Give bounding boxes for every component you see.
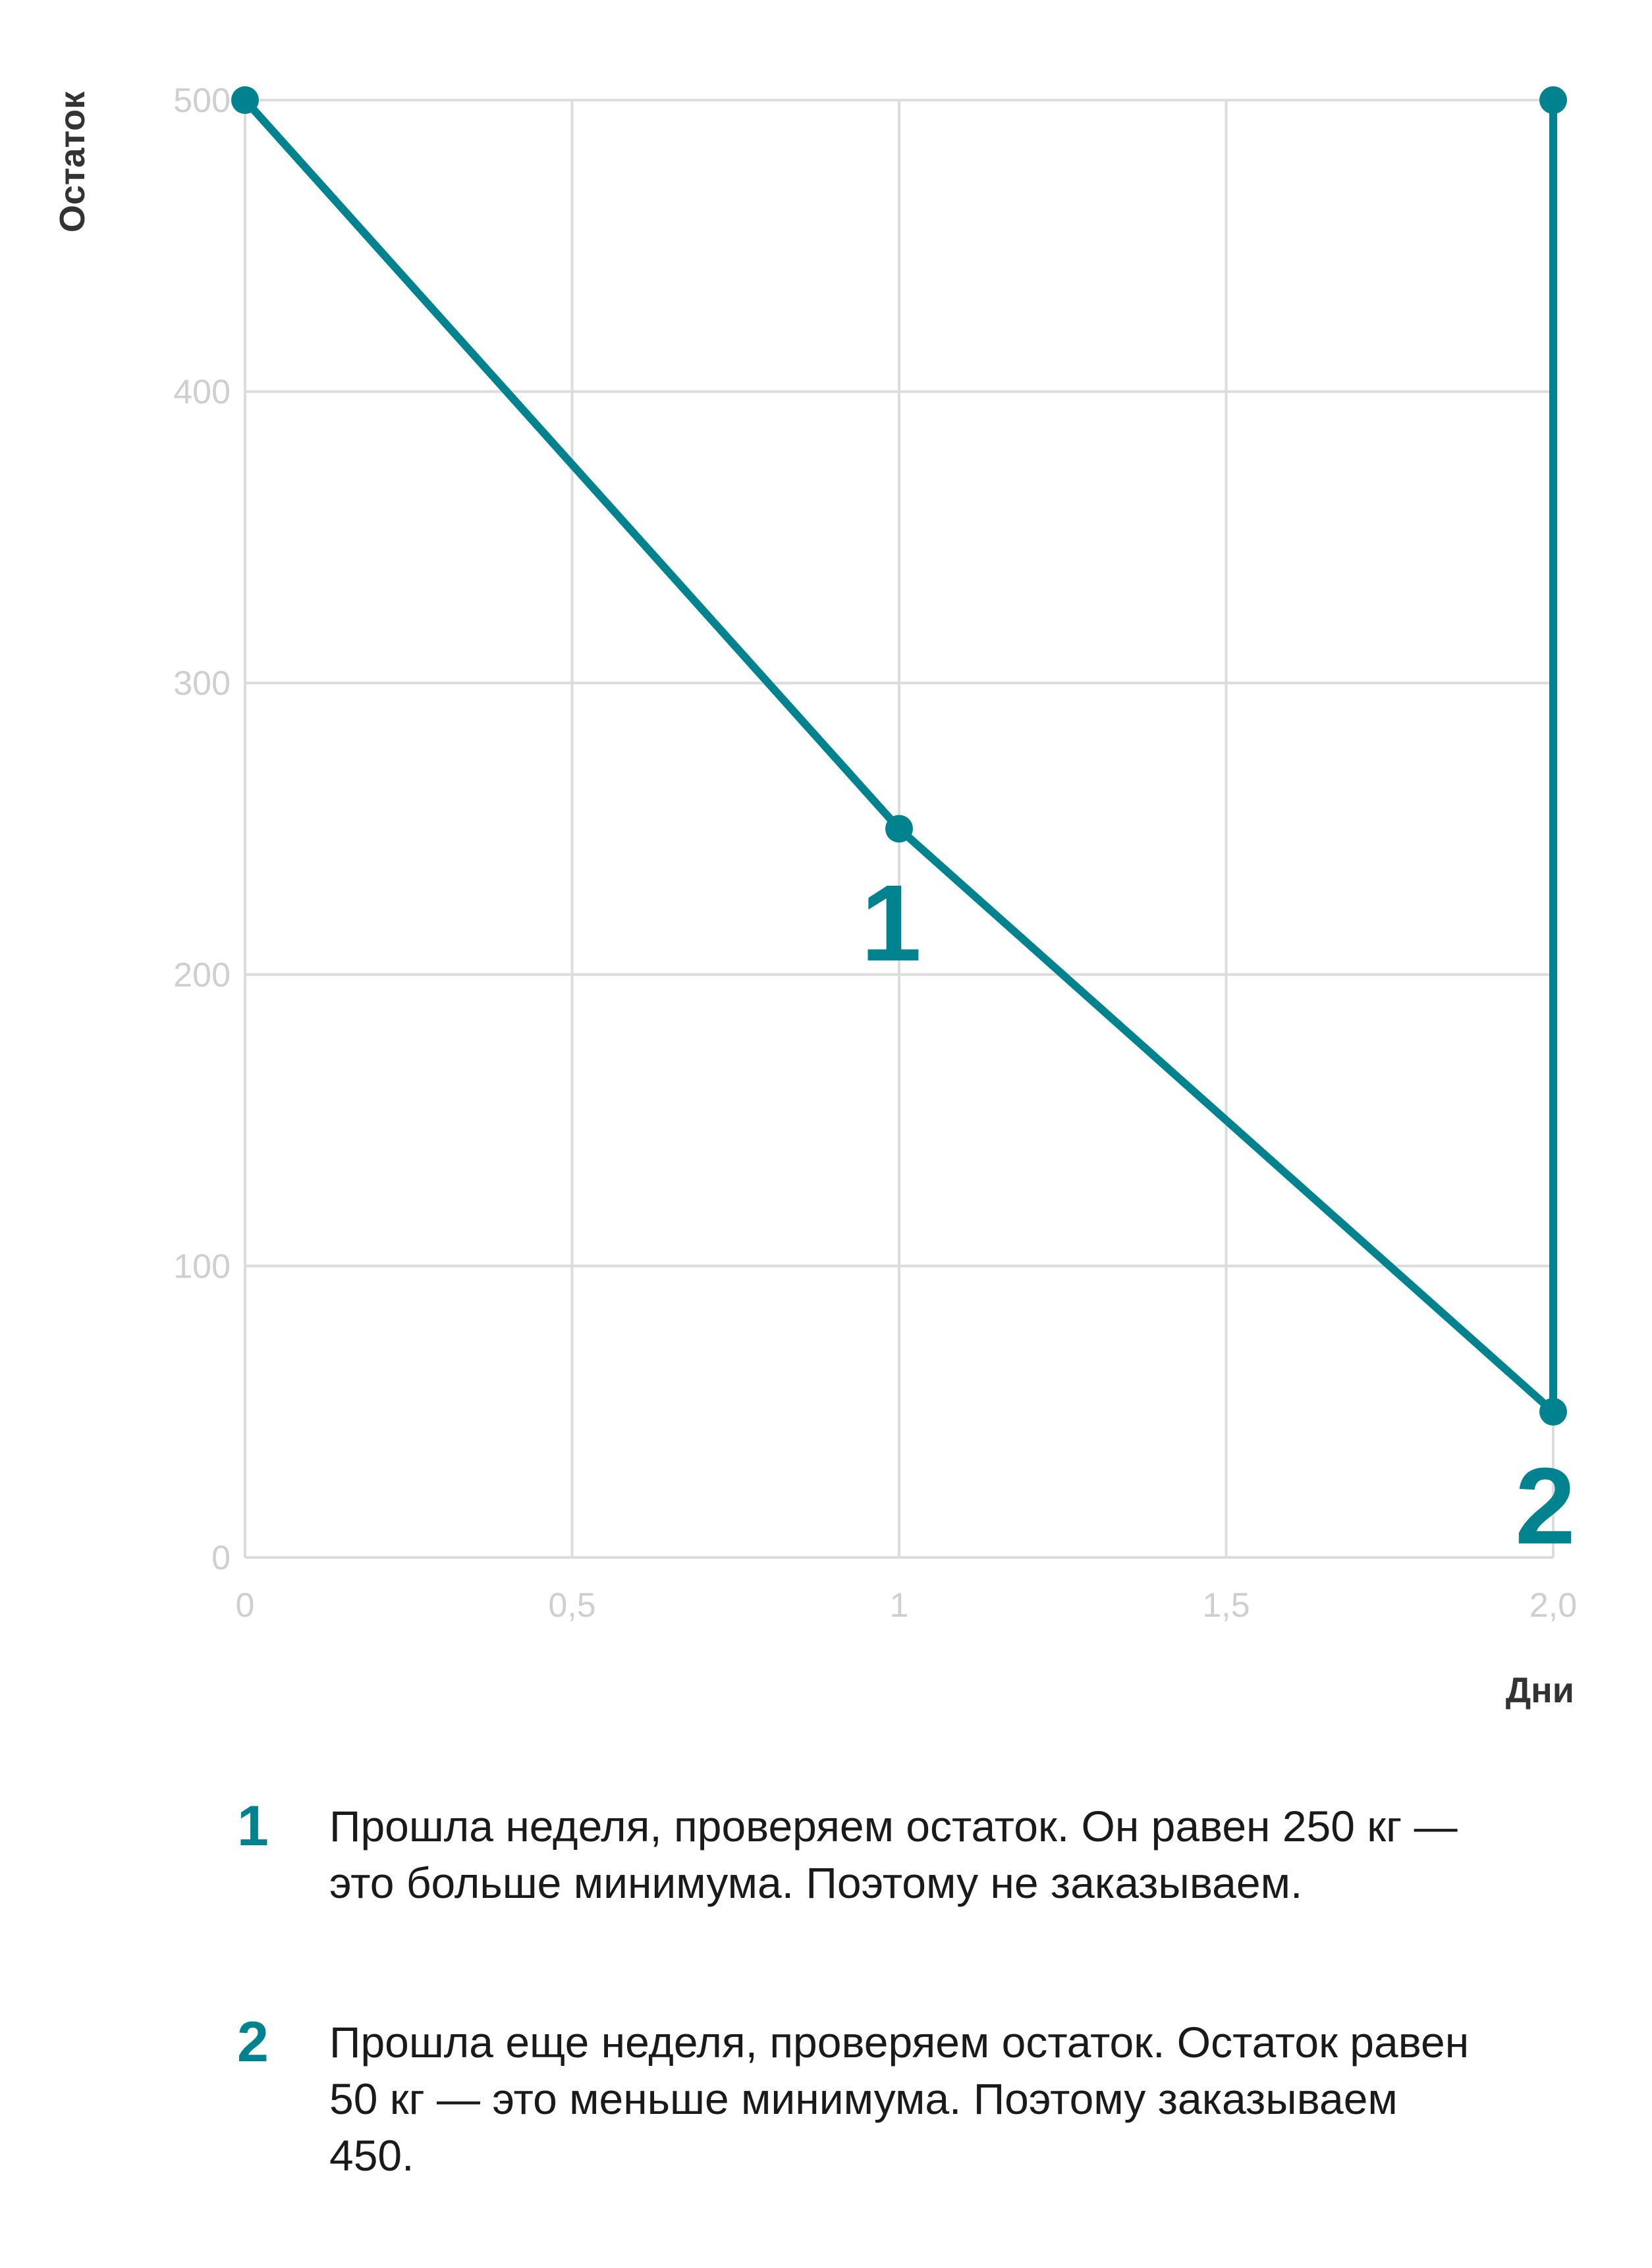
note-text: Прошла еще неделя, проверяем остаток. Ос… [329,2018,1470,2180]
x-axis-label: Дни [1506,1671,1574,1710]
note-number: 2 [237,2011,269,2074]
note-number: 1 [237,1795,269,1858]
y-tick-label: 0 [211,1539,231,1577]
y-tick-label: 500 [173,82,231,120]
x-tick-label: 0 [236,1586,255,1625]
data-point [1539,86,1567,114]
y-tick-label: 400 [173,373,231,412]
x-tick-label: 1 [890,1586,909,1625]
series [231,86,1567,1426]
x-tick-label: 0,5 [548,1586,595,1625]
x-axis-ticks: 0 0,5 1 1,5 2,0 [236,1586,1578,1625]
y-tick-label: 200 [173,956,231,994]
point-annotation: 1 [861,863,922,984]
y-tick-label: 300 [173,664,231,703]
y-axis-label: Остаток [53,91,92,232]
note-text: Прошла неделя, проверяем остаток. Он рав… [329,1802,1458,1907]
data-point [231,86,259,114]
series-line [241,96,1557,1416]
y-axis-ticks: 0 100 200 300 400 500 [173,82,231,1577]
y-tick-label: 100 [173,1247,231,1285]
x-tick-label: 1,5 [1202,1586,1250,1625]
annotations: 12 [861,863,1576,1567]
point-annotation: 2 [1515,1445,1576,1567]
data-point [1539,1397,1567,1426]
data-point [885,815,913,843]
x-tick-label: 2,0 [1529,1586,1577,1625]
